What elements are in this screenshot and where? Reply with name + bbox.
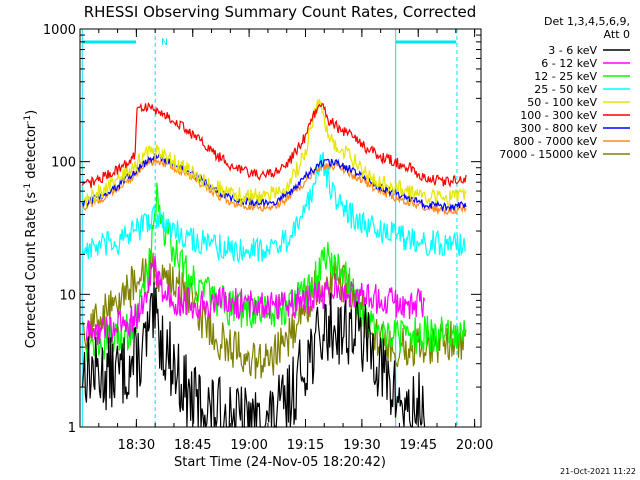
event-markers: N [81,29,458,427]
series-line [82,282,426,429]
y-tick-label: 10 [59,288,76,303]
series-line [82,98,467,208]
x-tick-label: 20:00 [456,438,493,453]
series-line [82,152,467,264]
y-axis-label-main: Corrected Count Rate (s [24,192,39,349]
legend-label: 800 - 7000 keV [513,135,597,148]
y-axis-label-end: ) [24,110,39,115]
series-layer [82,98,467,429]
legend-label: 100 - 300 keV [520,109,597,122]
legend-label: 6 - 12 keV [541,57,597,70]
series-line [85,255,426,346]
legend-label: 50 - 100 keV [527,96,597,109]
x-tick-label: 19:45 [400,438,437,453]
y-axis-label-sup1: -1 [23,183,33,192]
legend-label: 300 - 800 keV [520,122,597,135]
x-tick-label: 19:00 [230,438,267,453]
chart-title: RHESSI Observing Summary Count Rates, Co… [84,3,477,21]
x-tick-label: 19:15 [287,438,324,453]
series-line [82,101,467,189]
legend-label: 3 - 6 keV [548,44,597,57]
y-axis-label: Corrected Count Rate (s-1 detector-1) [23,110,39,348]
legend-label: 25 - 50 keV [534,83,597,96]
y-tick-label: 1000 [43,23,76,38]
x-tick-label: 18:45 [174,438,211,453]
legend-label: 12 - 25 keV [534,70,597,83]
x-tick-label: 19:30 [343,438,380,453]
y-tick-label: 100 [51,156,76,171]
legend-header-2: Att 0 [604,28,630,41]
legend-label: 7000 - 15000 keV [499,148,597,161]
timestamp: 21-Oct-2021 11:22 [560,467,636,476]
axes: 18:30 18:45 19:00 19:15 19:30 19:45 20:00 1 10 10… [43,23,493,453]
plot-frame [79,28,482,428]
y-tick-label: 1 [68,421,76,436]
x-tick-label: 18:30 [118,438,155,453]
y-axis-label-mid: detector [24,123,39,183]
y-axis-label-sup2: -1 [23,115,33,124]
series-line [82,153,467,212]
annotation-n: N [161,38,168,48]
x-axis-label: Start Time (24-Nov-05 18:20:42) [174,455,386,470]
legend-header-1: Det 1,3,4,5,6,9, [544,15,630,28]
